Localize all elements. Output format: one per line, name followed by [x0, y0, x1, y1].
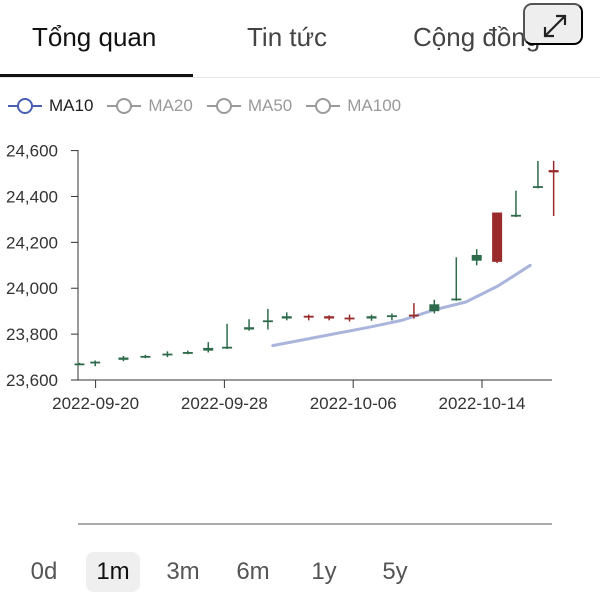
legend-marker-icon — [8, 96, 42, 116]
y-tick-label: 24,000 — [6, 279, 58, 298]
candle-body — [303, 315, 314, 318]
time-range-selector: 0d 1m 3m 6m 1y 5y — [0, 548, 600, 596]
range-1y[interactable]: 1y — [306, 552, 342, 592]
expand-button[interactable] — [523, 3, 583, 45]
candle-body — [366, 316, 377, 319]
chart-legend: MA10 MA20 MA50 MA100 — [8, 92, 415, 120]
x-tick-label: 2022-10-06 — [310, 394, 397, 413]
x-tick-label: 2022-09-20 — [52, 394, 139, 413]
tab-overview[interactable]: Tổng quan — [32, 22, 157, 52]
legend-marker-icon — [206, 96, 241, 116]
ma10-line — [271, 263, 532, 348]
candle-body — [510, 214, 521, 217]
active-tab-indicator — [0, 74, 193, 77]
candle-body — [203, 347, 214, 351]
range-3m[interactable]: 3m — [160, 552, 206, 592]
y-tick-label: 24,200 — [6, 233, 58, 252]
legend-label: MA50 — [247, 96, 293, 115]
candle-body — [90, 361, 101, 364]
legend-marker-icon — [107, 96, 142, 116]
legend-label: MA20 — [148, 96, 193, 115]
y-tick-label: 23,600 — [6, 371, 58, 390]
tab-news[interactable]: Tin tức — [247, 22, 328, 52]
candle-body — [408, 314, 419, 317]
candle-body — [492, 212, 503, 262]
candle-body — [74, 363, 85, 366]
candle-body — [471, 254, 482, 261]
x-tick-label: 2022-09-28 — [181, 394, 268, 413]
y-tick-label: 24,400 — [6, 187, 58, 206]
range-1m[interactable]: 1m — [86, 552, 140, 592]
candle-body — [548, 170, 559, 173]
candle-body — [182, 352, 193, 354]
candle-body — [344, 317, 355, 320]
candle-body — [451, 298, 462, 301]
y-tick-label: 24,600 — [6, 142, 58, 161]
legend-item-ma50[interactable]: MA50 — [206, 96, 293, 116]
range-6m[interactable]: 6m — [230, 552, 276, 592]
candle-body — [244, 327, 255, 330]
legend-label: MA10 — [49, 96, 94, 115]
tab-community[interactable]: Cộng đồng — [413, 22, 541, 52]
candle-body — [140, 355, 151, 358]
tab-bar: Tổng quan Tin tức Cộng đồng — [0, 0, 600, 78]
legend-label: MA100 — [347, 96, 402, 115]
legend-item-ma100[interactable]: MA100 — [306, 96, 401, 116]
candle-body — [386, 315, 397, 318]
legend-item-ma10[interactable]: MA10 — [8, 96, 93, 116]
x-tick-label: 2022-10-14 — [439, 394, 526, 413]
price-chart: 24,600 24,400 24,200 24,000 23,800 23,600 2022… — [6, 142, 559, 525]
candle-body — [162, 353, 173, 356]
expand-arrows-icon — [543, 14, 567, 38]
candle-body — [262, 320, 273, 323]
candle-body — [429, 304, 440, 312]
y-tick-label: 23,800 — [6, 325, 58, 344]
range-0d[interactable]: 0d — [24, 552, 64, 592]
candle-body — [324, 316, 335, 319]
candle-body — [118, 357, 129, 360]
legend-item-ma20[interactable]: MA20 — [107, 96, 193, 116]
legend-marker-icon — [306, 96, 341, 116]
candle-body — [222, 346, 233, 349]
candle-body — [281, 316, 292, 319]
candle-body — [532, 186, 543, 188]
range-5y[interactable]: 5y — [373, 552, 417, 592]
